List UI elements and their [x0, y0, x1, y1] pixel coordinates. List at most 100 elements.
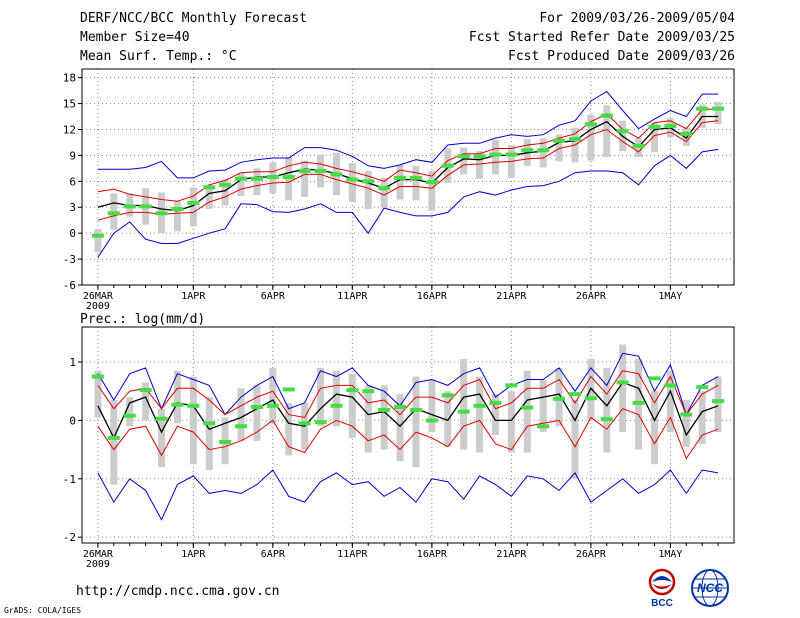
- spread-box: [603, 367, 611, 453]
- spread-box: [348, 373, 356, 438]
- spread-box: [714, 376, 722, 433]
- median-mark: [282, 175, 295, 179]
- median-mark: [394, 175, 407, 180]
- series-mean: [97, 381, 719, 440]
- spread-box: [491, 394, 499, 435]
- x-tick-label: 11APR: [337, 291, 368, 302]
- x-tick-label: 21APR: [496, 549, 527, 560]
- median-mark: [266, 403, 279, 408]
- median-mark: [123, 413, 136, 418]
- median-mark: [409, 407, 422, 412]
- median-mark: [457, 409, 470, 414]
- median-mark: [378, 407, 391, 412]
- spread-box: [603, 105, 611, 158]
- spread-box: [523, 370, 531, 453]
- x-tick-label: 1MAY: [658, 291, 682, 302]
- spread-box: [682, 399, 690, 447]
- plot-frame: [81, 326, 735, 544]
- x-tick-label: 6APR: [261, 291, 286, 302]
- median-mark: [250, 176, 263, 181]
- footer-credit: GrADS: COLA/IGES: [4, 606, 82, 615]
- median-mark: [553, 138, 566, 143]
- median-mark: [473, 154, 486, 159]
- median-mark: [441, 163, 454, 168]
- spread-box: [253, 385, 261, 441]
- spread-box: [428, 170, 436, 211]
- median-mark: [394, 404, 407, 409]
- median-mark: [362, 179, 375, 184]
- year-label: 2009: [86, 559, 110, 570]
- bcc-logo: BCC: [648, 568, 676, 608]
- spread-box: [619, 344, 627, 433]
- median-mark: [537, 424, 550, 429]
- x-tick-label: 6APR: [261, 549, 286, 560]
- median-mark: [155, 416, 168, 421]
- y-tick-label: 12: [63, 123, 76, 136]
- bcc-logo-text: BCC: [651, 598, 673, 608]
- x-tick-label: 1APR: [181, 549, 206, 560]
- median-mark: [648, 124, 661, 129]
- spread-box: [126, 397, 134, 427]
- spread-box: [158, 408, 166, 468]
- series-mean: [97, 115, 719, 212]
- spread-box: [444, 391, 452, 447]
- y-tick-label: 18: [63, 72, 76, 85]
- median-mark: [187, 200, 200, 205]
- y-tick-label: -3: [63, 253, 76, 266]
- y-tick-label: 1: [69, 356, 76, 369]
- median-mark: [155, 211, 168, 216]
- y-tick-label: -2: [63, 531, 76, 544]
- y-tick-label: -1: [63, 473, 76, 486]
- median-mark: [425, 180, 438, 185]
- spread-box: [348, 163, 356, 203]
- series-mean_minus_std: [97, 120, 719, 221]
- x-tick-label: 11APR: [337, 549, 368, 560]
- y-tick-label: 0: [69, 227, 76, 240]
- spread-box: [682, 127, 690, 146]
- plot-frame: [81, 68, 735, 286]
- median-mark: [139, 388, 152, 393]
- spread-box: [539, 138, 547, 168]
- y-tick-label: 15: [63, 98, 76, 111]
- spread-box: [539, 379, 547, 433]
- median-mark: [521, 405, 534, 410]
- spread-box: [380, 177, 388, 208]
- median-mark: [537, 148, 550, 153]
- spread-box: [221, 179, 229, 206]
- median-mark: [266, 175, 279, 179]
- median-mark: [600, 417, 613, 422]
- median-mark: [664, 383, 677, 388]
- median-mark: [203, 421, 216, 426]
- spread-box: [476, 376, 484, 453]
- spread-box: [110, 399, 118, 485]
- x-tick-label: 21APR: [496, 291, 527, 302]
- median-mark: [139, 204, 152, 209]
- median-mark: [568, 392, 581, 397]
- y-tick-label: 3: [69, 201, 76, 214]
- median-mark: [250, 404, 263, 409]
- series-mean_minus_std: [97, 408, 719, 460]
- median-mark: [712, 399, 725, 404]
- median-mark: [664, 124, 677, 129]
- spread-box: [269, 367, 277, 424]
- median-mark: [362, 389, 375, 394]
- spread-box: [460, 359, 468, 450]
- median-mark: [298, 168, 311, 173]
- spread-box: [301, 160, 309, 197]
- spread-box: [332, 370, 340, 427]
- y-tick-label: 6: [69, 175, 76, 188]
- median-mark: [91, 374, 104, 379]
- spread-box: [412, 165, 420, 201]
- series-max: [97, 352, 719, 416]
- y-tick-label: -6: [63, 279, 76, 292]
- median-mark: [330, 172, 343, 177]
- spread-box: [491, 139, 499, 175]
- median-mark: [235, 176, 248, 181]
- series-mean_plus_std: [97, 370, 719, 419]
- median-mark: [346, 177, 359, 182]
- series-max: [97, 90, 719, 179]
- median-mark: [409, 175, 422, 180]
- spread-box: [364, 385, 372, 453]
- spread-box: [380, 385, 388, 450]
